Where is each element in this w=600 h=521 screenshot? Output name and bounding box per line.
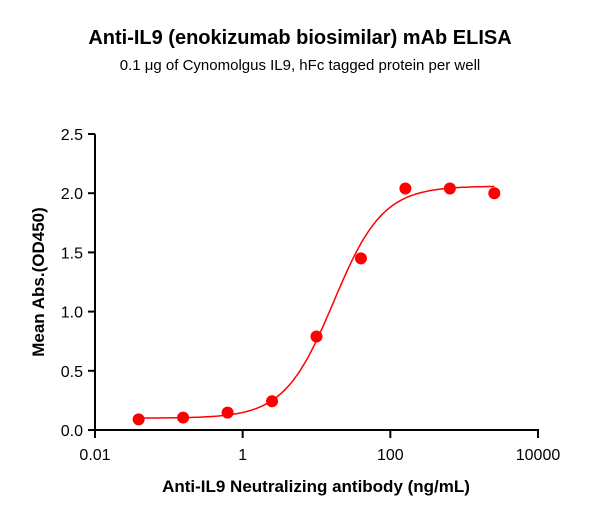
x-tick-label: 100 — [377, 447, 404, 464]
fit-curve — [138, 185, 495, 419]
y-tick-label: 0.5 — [61, 364, 83, 381]
y-tick-label: 1.5 — [61, 245, 83, 262]
data-point — [443, 182, 456, 195]
y-tick-label: 2.5 — [61, 127, 83, 144]
y-tick-label: 0.0 — [61, 423, 83, 440]
chart-subtitle: 0.1 μg of Cynomolgus IL9, hFc tagged pro… — [120, 57, 481, 74]
data-point — [488, 187, 501, 200]
y-tick-label: 2.0 — [61, 186, 83, 203]
data-point — [399, 182, 412, 195]
x-axis-label: Anti-IL9 Neutralizing antibody (ng/mL) — [162, 477, 470, 496]
chart-title: Anti-IL9 (enokizumab biosimilar) mAb ELI… — [88, 27, 511, 49]
y-tick-label: 1.0 — [61, 305, 83, 322]
data-point — [177, 411, 190, 424]
y-axis-label: Mean Abs.(OD450) — [29, 207, 48, 357]
x-tick-label: 10000 — [516, 447, 561, 464]
data-point — [310, 330, 323, 343]
x-tick-label: 0.01 — [79, 447, 110, 464]
data-point — [354, 252, 367, 265]
data-point — [221, 406, 234, 419]
x-tick-label: 1 — [238, 447, 247, 464]
data-point — [132, 413, 145, 426]
data-point — [266, 395, 279, 408]
